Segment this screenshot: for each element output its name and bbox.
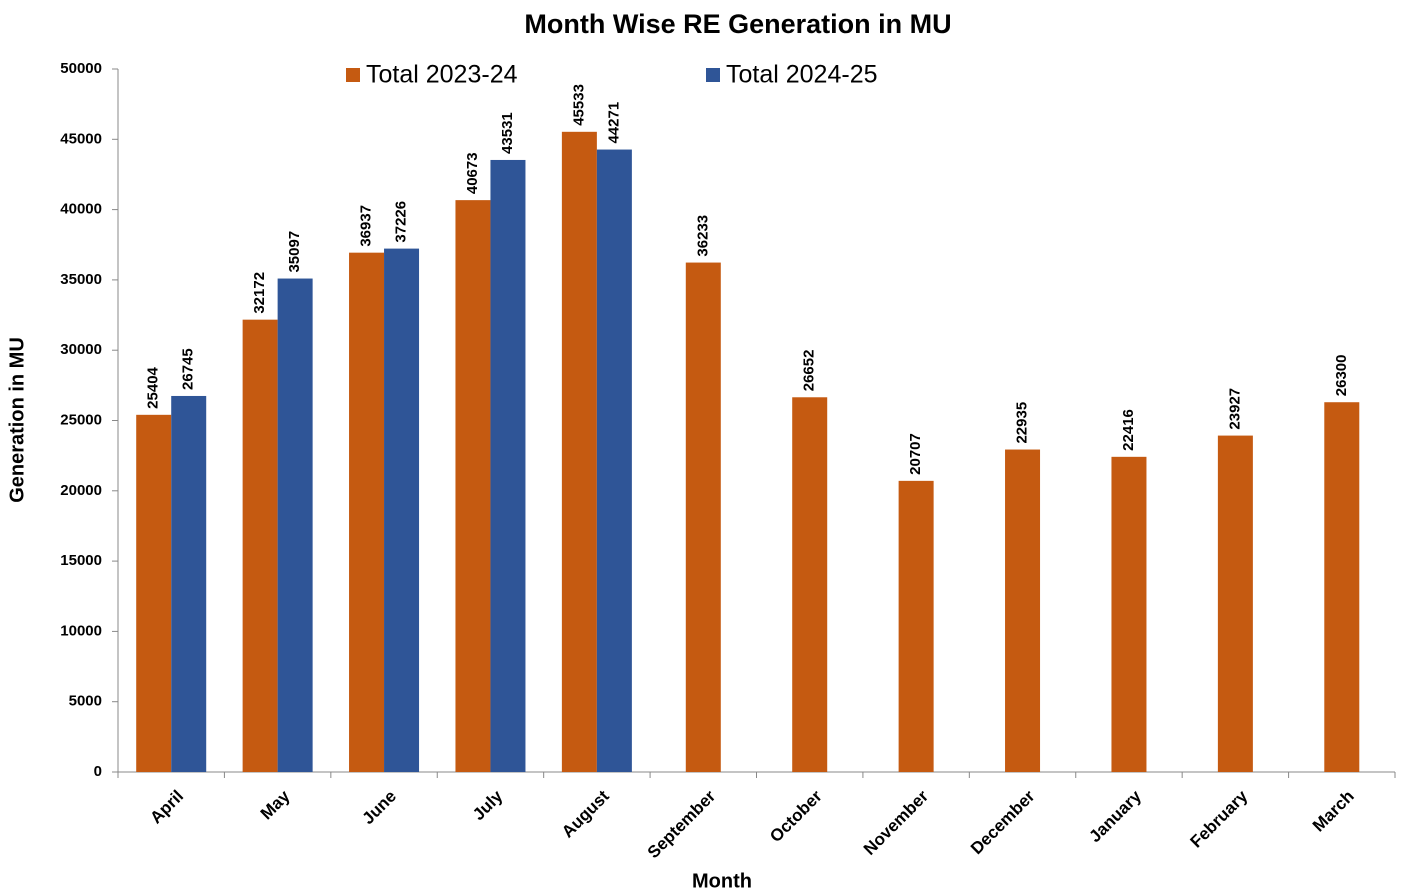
bar <box>490 159 526 772</box>
y-axis-title: Generation in MU <box>6 337 28 503</box>
bar <box>1324 402 1360 772</box>
bar <box>792 397 828 772</box>
bar <box>685 262 721 772</box>
bar <box>384 248 420 773</box>
data-label: 37226 <box>393 201 410 243</box>
bar <box>455 200 491 772</box>
data-label: 35097 <box>286 231 303 273</box>
legend-swatch <box>346 68 360 82</box>
y-tick-label: 45000 <box>60 130 102 147</box>
bar <box>349 252 385 773</box>
legend-swatch <box>706 68 720 82</box>
data-label: 45533 <box>570 84 587 126</box>
x-axis-title: Month <box>692 870 752 892</box>
bar <box>1111 456 1147 772</box>
y-tick-label: 10000 <box>60 622 102 639</box>
bar <box>1217 435 1253 772</box>
bar <box>242 319 278 772</box>
data-label: 40673 <box>464 152 481 194</box>
bar <box>1005 449 1041 772</box>
data-label: 20707 <box>907 433 924 475</box>
data-label: 26652 <box>801 350 818 392</box>
bar <box>596 149 632 772</box>
y-tick-label: 25000 <box>60 411 102 428</box>
y-tick-label: 40000 <box>60 201 102 218</box>
data-label: 23927 <box>1226 388 1243 430</box>
data-label: 26745 <box>180 348 197 390</box>
bar <box>136 414 172 772</box>
data-label: 36233 <box>694 215 711 257</box>
y-tick-label: 0 <box>94 763 102 780</box>
y-tick-label: 15000 <box>60 552 102 569</box>
y-tick-label: 50000 <box>60 60 102 77</box>
data-label: 22935 <box>1014 402 1031 444</box>
data-label: 44271 <box>605 102 622 144</box>
bar <box>277 278 313 772</box>
data-label: 25404 <box>145 366 162 408</box>
y-tick-label: 5000 <box>69 693 102 710</box>
bar <box>898 480 934 772</box>
y-tick-label: 30000 <box>60 341 102 358</box>
data-label: 36937 <box>358 205 375 247</box>
legend-label: Total 2023-24 <box>366 61 518 89</box>
y-tick-label: 35000 <box>60 271 102 288</box>
legend-label: Total 2024-25 <box>726 61 878 89</box>
bar <box>561 131 597 772</box>
chart-title: Month Wise RE Generation in MU <box>524 9 951 39</box>
data-label: 43531 <box>499 112 516 154</box>
data-label: 26300 <box>1333 355 1350 397</box>
data-label: 22416 <box>1120 409 1137 451</box>
y-tick-label: 20000 <box>60 482 102 499</box>
bar <box>171 395 207 772</box>
data-label: 32172 <box>251 272 268 314</box>
